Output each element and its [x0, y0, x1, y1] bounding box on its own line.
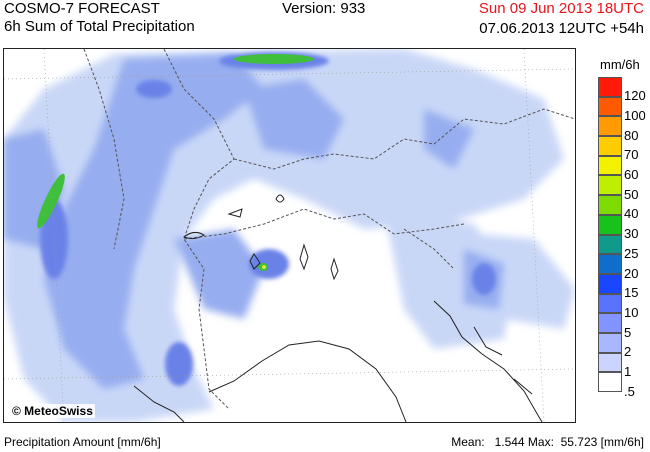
copyright-label: © MeteoSwiss [10, 404, 95, 418]
legend-row: 5 [598, 313, 646, 340]
peak-south-core [262, 265, 266, 269]
legend-label: .5 [624, 383, 635, 399]
precipitation-map: © MeteoSwiss [3, 48, 576, 423]
peak-west [37, 173, 65, 229]
legend-swatch [598, 273, 622, 294]
legend-swatch [598, 332, 622, 353]
legend-swatch [598, 77, 622, 97]
legend-row: 15 [598, 273, 646, 300]
legend-row: 70 [598, 136, 646, 162]
legend-swatch [598, 254, 622, 274]
legend-row: .5 [598, 372, 646, 399]
legend-row: 40 [598, 195, 646, 221]
legend-label: 20 [624, 265, 639, 281]
legend-label: 50 [624, 186, 639, 202]
valid-time: Sun 09 Jun 2013 18UTC [478, 0, 644, 17]
legend-swatch [598, 214, 622, 235]
legend-row: 2 [598, 332, 646, 359]
legend-unit: mm/6h [600, 57, 640, 72]
legend-row: 100 [598, 96, 646, 123]
legend-swatch [598, 96, 622, 117]
legend-row: 10 [598, 293, 646, 320]
forecast-title: COSMO-7 FORECAST [4, 0, 160, 17]
legend-label: 100 [624, 108, 646, 124]
legend-swatch [598, 372, 622, 392]
country-borders [83, 49, 575, 410]
run-time: 07.06.2013 12UTC +54h [479, 20, 644, 37]
legend-label: 5 [624, 324, 632, 340]
legend-label: 1 [624, 363, 632, 379]
legend-label: 40 [624, 206, 639, 222]
forecast-subtitle: 6h Sum of Total Precipitation [4, 18, 195, 35]
coastlines [133, 300, 543, 422]
legend-label: 60 [624, 167, 639, 183]
legend-label: 2 [624, 344, 632, 360]
legend-row: 120 [598, 77, 646, 103]
legend-row: 1 [598, 352, 646, 379]
legend-row: 25 [598, 234, 646, 261]
lakes [183, 194, 339, 281]
precip-peaks [37, 54, 314, 271]
map-canvas [4, 49, 575, 422]
legend-label: 30 [624, 226, 639, 242]
legend-label: 10 [624, 304, 639, 320]
legend-row: 80 [598, 116, 646, 143]
model-version: Version: 933 [282, 0, 366, 17]
legend-swatch [598, 352, 622, 373]
legend-swatch [598, 293, 622, 314]
legend-row: 60 [598, 155, 646, 182]
legend-swatch [598, 175, 622, 196]
footer-label: Precipitation Amount [mm/6h] [4, 435, 161, 449]
peak-north [234, 54, 314, 64]
footer-stats: Mean: 1.544 Max: 55.723 [mm/6h] [451, 435, 644, 449]
legend-row: 30 [598, 214, 646, 241]
legend-label: 70 [624, 147, 639, 163]
legend-swatch [598, 313, 622, 333]
legend-row: 20 [598, 254, 646, 281]
legend-swatch [598, 234, 622, 255]
legend-label: 80 [624, 127, 639, 143]
legend-row: 50 [598, 175, 646, 202]
legend-label: 120 [624, 88, 646, 104]
legend-swatch [598, 195, 622, 215]
legend-label: 25 [624, 245, 639, 261]
color-legend: 120 100 80 70 60 50 40 30 25 20 15 10 5 2 1 .5 [598, 77, 646, 399]
legend-swatch [598, 116, 622, 137]
legend-label: 15 [624, 285, 639, 301]
legend-swatch [598, 136, 622, 156]
legend-swatch [598, 155, 622, 176]
